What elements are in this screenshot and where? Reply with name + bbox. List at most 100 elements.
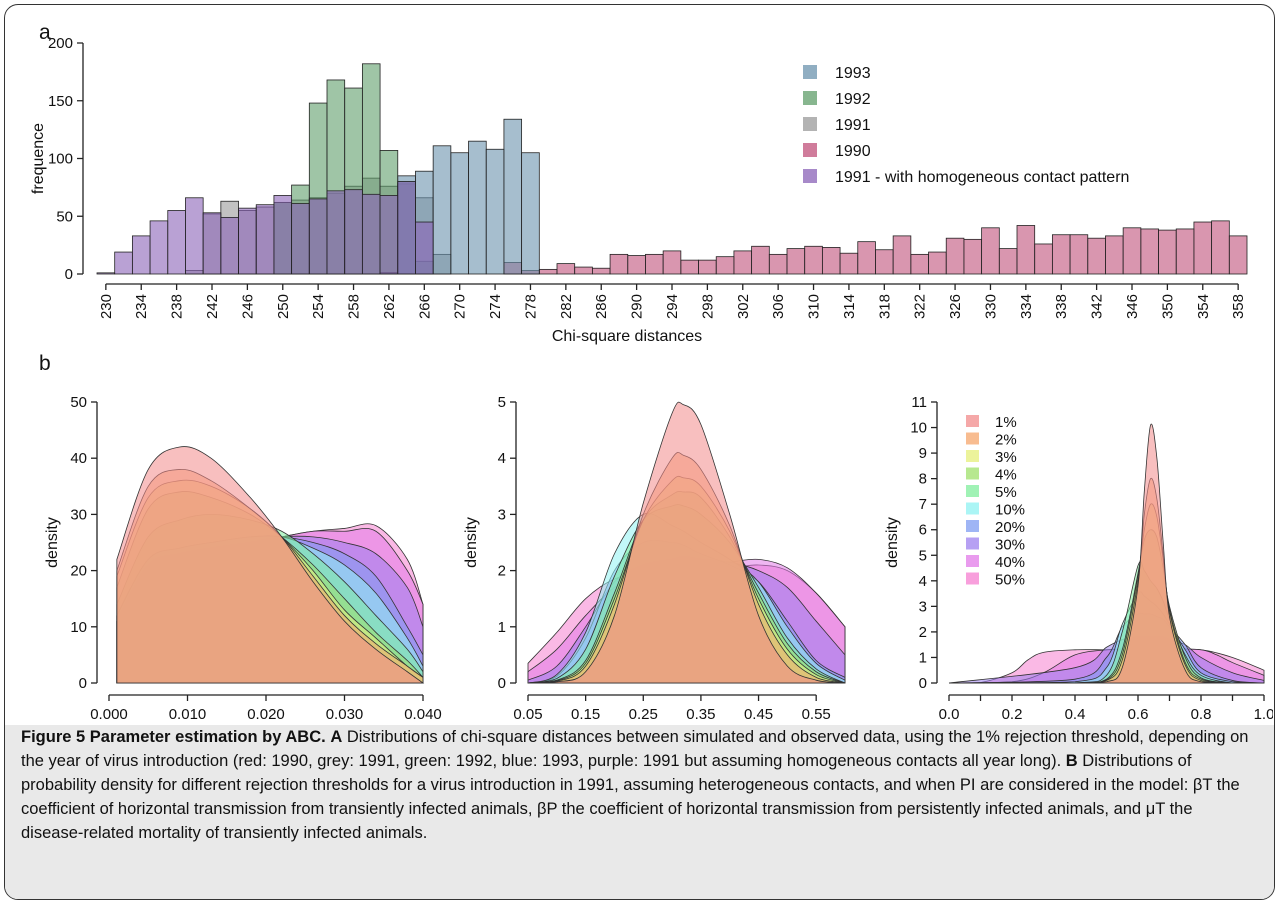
x-tick-label: 346 [1124, 294, 1141, 319]
histogram-bar [503, 118, 523, 275]
histogram-bar [1034, 243, 1053, 275]
histogram-bar [485, 148, 505, 275]
x-tick-label: 262 [381, 294, 398, 319]
y-tick-label: 5 [498, 394, 506, 411]
histogram-bar [1069, 234, 1089, 275]
histogram-bar [326, 190, 346, 275]
legend-label: 10% [995, 502, 1025, 519]
legend-swatch [966, 485, 979, 497]
x-tick-label: 0.8 [1191, 706, 1212, 723]
y-tick-label: 5 [919, 547, 927, 564]
x-tick-label: 0.040 [404, 706, 442, 723]
y-tick-label: 6 [919, 522, 927, 539]
legend-label: 40% [995, 554, 1025, 571]
histogram-bar [238, 207, 257, 275]
y-tick-label: 2 [919, 624, 927, 641]
x-tick-label: 286 [593, 294, 610, 319]
panel-letter-b: b [39, 352, 51, 375]
y-tick-label: 40 [70, 450, 87, 467]
figure-caption: Figure 5 Parameter estimation by ABC. A … [21, 725, 1259, 845]
x-tick-label: 306 [770, 294, 787, 319]
histogram-bar [804, 245, 823, 275]
histogram-bar [892, 235, 912, 275]
histogram-bar [220, 217, 239, 275]
histogram-bar [945, 237, 965, 275]
histogram-bar [875, 249, 894, 275]
legend-swatch [966, 415, 979, 427]
caption-band: Figure 5 Parameter estimation by ABC. A … [5, 725, 1274, 899]
histogram-bar [538, 268, 558, 275]
histogram-bar [1228, 235, 1248, 275]
histogram-bar [733, 250, 753, 275]
histogram-bar [1105, 235, 1124, 275]
x-tick-label: 0.25 [629, 706, 658, 723]
x-tick-label: 278 [522, 294, 539, 319]
histogram-bar [1051, 234, 1071, 275]
histogram-bar [556, 263, 576, 275]
caption-title: Figure 5 Parameter estimation by ABC. [21, 728, 326, 746]
density-curve [527, 401, 846, 684]
histogram-bar [185, 197, 204, 275]
histogram-bar [1175, 228, 1195, 275]
x-tick-label: 1.0 [1254, 706, 1273, 723]
panel-b-mu-t-density: 01234567891011density0.00.20.40.60.81.0μ… [884, 394, 1273, 723]
legend-swatch [966, 502, 979, 515]
histogram-bar [698, 259, 717, 275]
y-tick-label: 50 [70, 394, 87, 411]
histogram-bar [751, 245, 770, 275]
x-tick-label: 290 [629, 294, 646, 319]
y-tick-label: 3 [498, 506, 506, 523]
histogram-bar [821, 247, 841, 275]
histogram-bar [645, 253, 664, 275]
legend-label: 1990 [835, 143, 871, 160]
y-tick-label: 4 [919, 573, 927, 590]
histogram-bar [291, 203, 310, 275]
x-tick-label: 0.35 [686, 706, 715, 723]
figure-frame: a 0 50 100 150 200 frequence 230 234 238 242 246 250… [4, 4, 1275, 900]
x-tick-label: 322 [912, 294, 929, 319]
legend-label: 1991 - with homogeneous contact pattern [835, 169, 1129, 186]
x-tick-label: 0.2 [1002, 706, 1023, 723]
x-tick-label: 0.6 [1128, 706, 1149, 723]
y-tick-label: 100 [48, 151, 73, 168]
y-axis-title: density [44, 517, 61, 568]
histogram-bar [131, 235, 151, 275]
x-tick-label: 250 [275, 294, 292, 319]
x-tick-label: 0.55 [802, 706, 831, 723]
panel-b-beta-t-density: 0 10 20 30 40 50 density 0.000 0.010 0.020 0.030 0.… [44, 394, 442, 723]
histogram-bar [574, 266, 593, 275]
y-tick-label: 20 [70, 563, 87, 580]
x-tick-label: 354 [1195, 294, 1212, 319]
histogram-bar [591, 267, 611, 275]
caption-b-label: B [1065, 752, 1078, 770]
histogram-bar [1122, 227, 1142, 275]
x-tick-label: 0.030 [326, 706, 364, 723]
x-tick-label: 254 [310, 294, 327, 319]
x-tick-label: 0.010 [169, 706, 207, 723]
x-tick-label: 342 [1089, 294, 1106, 319]
y-axis-title: density [463, 517, 480, 568]
x-tick-label: 238 [169, 294, 186, 319]
histogram-bar [928, 251, 947, 275]
histogram-bar [167, 210, 186, 275]
histogram-bar [998, 248, 1018, 275]
x-tick-label: 274 [487, 294, 504, 319]
y-tick-label: 30 [70, 506, 87, 523]
histogram-bar [715, 256, 735, 275]
legend-swatch [966, 467, 979, 480]
legend-label: 1% [995, 414, 1017, 431]
x-tick-label: 242 [204, 294, 221, 319]
histogram-bar [963, 238, 983, 275]
density-curve [949, 423, 1264, 684]
histogram-bar [627, 255, 646, 275]
x-tick-label: 302 [735, 294, 752, 319]
histogram-bar [379, 195, 399, 275]
legend-swatch [966, 432, 979, 445]
caption-b-text: Distributions of probability density for… [21, 752, 1240, 842]
histogram-bar [609, 253, 629, 275]
x-tick-label: 294 [664, 294, 681, 319]
legend-swatch [966, 572, 979, 585]
histogram-bar [255, 204, 275, 275]
y-tick-label: 10 [910, 420, 927, 437]
y-tick-label: 200 [48, 35, 73, 52]
